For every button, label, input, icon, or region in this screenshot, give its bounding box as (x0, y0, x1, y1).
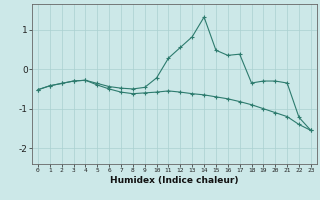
X-axis label: Humidex (Indice chaleur): Humidex (Indice chaleur) (110, 176, 239, 185)
